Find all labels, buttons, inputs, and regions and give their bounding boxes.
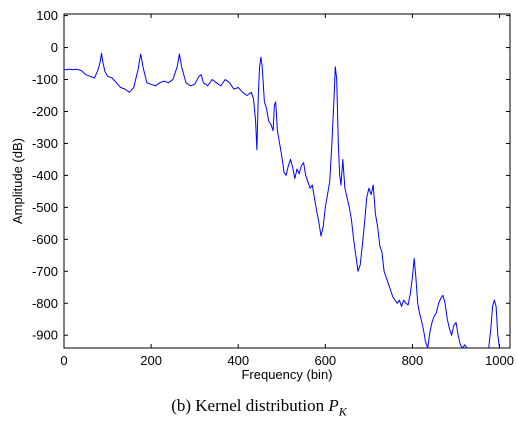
y-tick-label: -400: [32, 168, 58, 183]
caption-variable: P: [328, 396, 339, 415]
y-tick-label: 0: [51, 40, 58, 55]
y-axis-ticks: 100 0 -100 -200 -300 -400 -500 -600 -700 -800 -900: [32, 8, 510, 343]
series-layer: [63, 52, 500, 349]
x-tick-label: 1000: [485, 353, 514, 368]
series-line-0: [63, 52, 468, 349]
y-tick-label: -200: [32, 104, 58, 119]
y-tick-label: -300: [32, 136, 58, 151]
x-axis-label: Frequency (bin): [241, 367, 332, 382]
y-tick-label: -800: [32, 296, 58, 311]
x-tick-label: 0: [60, 353, 67, 368]
x-tick-label: 400: [227, 353, 249, 368]
x-tick-label: 200: [140, 353, 162, 368]
y-tick-label: -600: [32, 232, 58, 247]
y-tick-label: 100: [36, 8, 58, 23]
x-axis-ticks: 0 200 400 600 800 1000: [60, 14, 514, 368]
y-tick-label: -700: [32, 264, 58, 279]
series-line-1: [488, 299, 500, 349]
y-tick-label: -500: [32, 200, 58, 215]
y-axis-label: Amplitude (dB): [10, 138, 25, 224]
figure-caption: (b) Kernel distribution PK: [0, 396, 518, 419]
chart-plot: 0 200 400 600 800 1000 1000-100-200-300-400-5…: [10, 8, 514, 382]
x-tick-label: 800: [402, 353, 424, 368]
y-tick-label: -100: [32, 72, 58, 87]
x-tick-label: 600: [314, 353, 336, 368]
caption-subscript: K: [338, 404, 347, 419]
y-tick-label: -900: [32, 328, 58, 343]
plot-frame: [63, 13, 511, 349]
caption-prefix: (b) Kernel distribution: [171, 396, 329, 415]
